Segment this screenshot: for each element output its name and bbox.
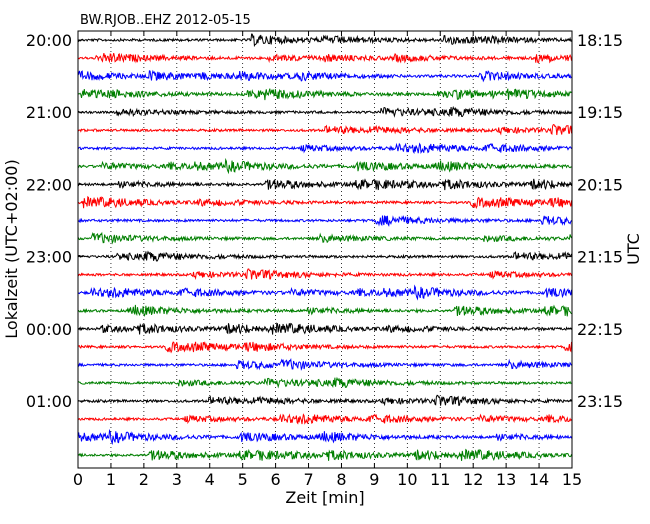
axes-frame	[77, 30, 573, 469]
x-tick-label: 15	[562, 470, 582, 489]
x-grid	[110, 31, 540, 468]
trace-line	[77, 157, 572, 175]
trace-line	[77, 268, 572, 280]
x-tick-label: 9	[369, 470, 379, 489]
trace-line	[77, 142, 572, 155]
x-tick-label: 8	[336, 470, 346, 489]
x-tick-label: 10	[397, 470, 417, 489]
y-tick-label-left: 20:00	[26, 31, 72, 50]
y-tick-label-left: 01:00	[26, 392, 72, 411]
x-tick-label: 13	[496, 470, 516, 489]
y-tick-label-left: 21:00	[26, 103, 72, 122]
trace-line	[77, 357, 572, 371]
x-tick-label: 12	[463, 470, 483, 489]
trace-line	[77, 105, 572, 118]
trace-line	[77, 69, 572, 83]
trace-line	[77, 231, 572, 245]
x-tick-label: 11	[430, 470, 450, 489]
trace-line	[77, 428, 572, 446]
y-tick-label-right: 18:15	[577, 31, 623, 50]
trace-line	[77, 284, 572, 301]
y-tick-label-right: 22:15	[577, 320, 623, 339]
chart-title: BW.RJOB..EHZ 2012-05-15	[80, 13, 251, 28]
x-tick-label: 1	[106, 470, 116, 489]
trace-line	[78, 376, 572, 389]
y-tick-label-left: 00:00	[26, 320, 72, 339]
trace-line	[77, 448, 572, 462]
trace-line	[77, 195, 572, 210]
x-tick-label: 4	[205, 470, 215, 489]
trace-line	[77, 304, 572, 318]
y-tick-label-left: 22:00	[26, 175, 72, 194]
y-axis-label-right: UTC	[624, 233, 643, 265]
y-tick-label-right: 23:15	[577, 392, 623, 411]
x-tick-label: 6	[271, 470, 281, 489]
y-ticks: 20:00 21:00 22:00 23:00 00:00 01:00 18:15 19:15…	[26, 31, 623, 411]
y-tick-label-right: 21:15	[577, 248, 623, 267]
y-axis-label-left: Lokalzeit (UTC+02:00)	[2, 159, 21, 338]
trace-line	[77, 52, 572, 64]
x-tick-label: 0	[73, 470, 83, 489]
trace-group	[77, 33, 572, 462]
trace-line	[77, 178, 572, 191]
y-tick-label-left: 23:00	[26, 248, 72, 267]
y-tick-label-right: 19:15	[577, 103, 623, 122]
x-tick-label: 14	[529, 470, 549, 489]
x-axis-label: Zeit [min]	[285, 488, 364, 507]
trace-line	[77, 33, 572, 48]
trace-line	[77, 215, 572, 227]
trace-line	[77, 88, 572, 101]
x-tick-label: 5	[238, 470, 248, 489]
x-tick-label: 7	[303, 470, 313, 489]
trace-line	[77, 124, 572, 136]
trace-line	[77, 322, 572, 335]
trace-line	[77, 394, 572, 407]
x-ticks: 0 1 2 3 4 5 6 7 8 9 10 11 12 13 14 15	[73, 31, 582, 489]
x-tick-label: 3	[172, 470, 182, 489]
trace-line	[77, 250, 572, 262]
trace-line	[77, 341, 572, 354]
y-tick-label-right: 20:15	[577, 175, 623, 194]
trace-line	[77, 413, 572, 425]
x-tick-label: 2	[139, 470, 149, 489]
